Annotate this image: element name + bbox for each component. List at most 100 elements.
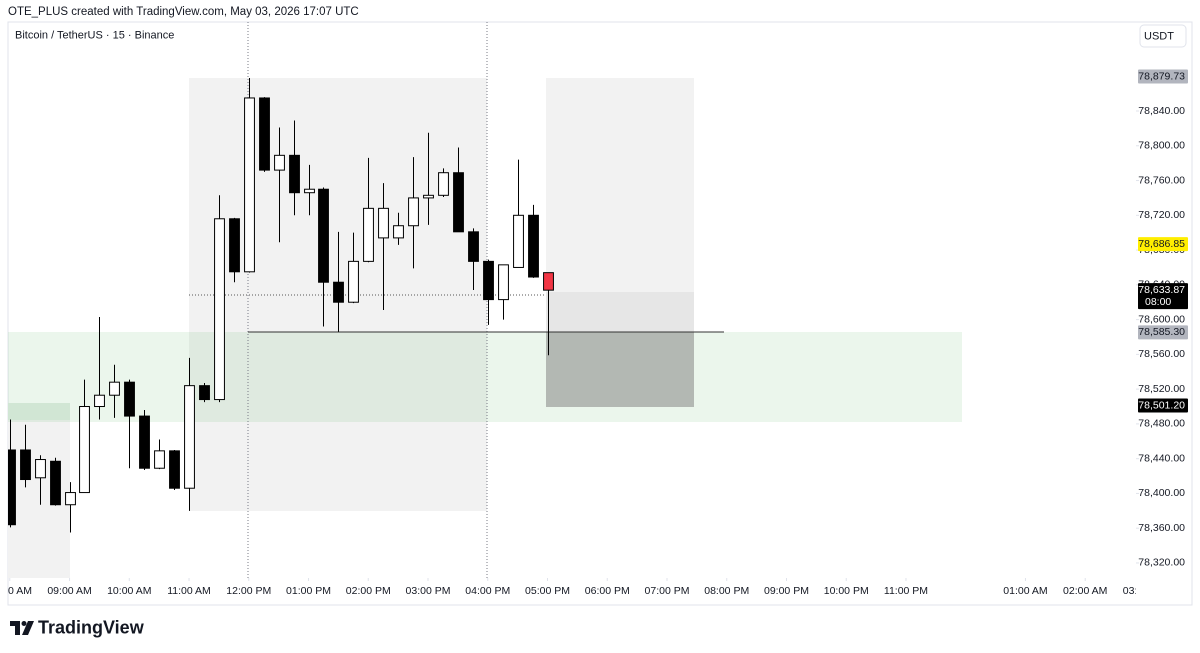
- candle-body: [498, 264, 509, 301]
- candle-body: [139, 415, 150, 469]
- candle-body: [333, 281, 344, 303]
- candle-body: [468, 231, 479, 262]
- x-tick-label: 05:00 PM: [525, 585, 570, 597]
- candle-body: [109, 381, 120, 396]
- y-tick-label: 78,560.00: [1138, 348, 1185, 360]
- candle-body: [378, 207, 389, 239]
- y-tick-label: 78,400.00: [1138, 487, 1185, 499]
- x-tick-label: 11:00 PM: [884, 585, 928, 597]
- drawings: [8, 22, 962, 578]
- candle-body: [184, 385, 195, 489]
- candle-body: [393, 225, 404, 239]
- x-tick-label: 02:00 PM: [346, 585, 391, 597]
- candle-body: [124, 381, 135, 417]
- demand-zone: [8, 332, 962, 422]
- candle-body: [259, 97, 270, 171]
- currency: USDT: [1144, 30, 1174, 42]
- y-tick-label: 78,600.00: [1138, 313, 1185, 325]
- candle-body: [423, 194, 434, 199]
- price-badge-label: 78,633.87: [1138, 284, 1185, 296]
- candle-body: [244, 97, 255, 273]
- y-tick-label: 78,320.00: [1138, 557, 1185, 569]
- candle-body: [513, 214, 524, 268]
- candle-body: [20, 449, 31, 481]
- candle-body: [214, 218, 225, 401]
- price-badge: [1138, 325, 1188, 340]
- candle-body: [289, 154, 300, 194]
- candle-body: [408, 197, 419, 227]
- x-tick-label: 01:00 PM: [286, 585, 331, 597]
- x-tick-label: 08:00 AM: [0, 585, 32, 597]
- candle-body: [79, 406, 90, 494]
- logo-mark: [10, 621, 20, 635]
- candle-body: [35, 459, 46, 479]
- x-tick-label: 07:00 PM: [645, 585, 690, 597]
- price-badge-label: 78,501.20: [1138, 399, 1185, 411]
- candle-body: [483, 260, 494, 301]
- x-tick-label: 12:00 PM: [226, 585, 271, 597]
- candle-body: [169, 450, 180, 489]
- candle-body: [438, 172, 449, 196]
- x-tick-label: 03:00 PM: [406, 585, 451, 597]
- candles: [8, 77, 554, 533]
- y-tick-label: 78,800.00: [1138, 140, 1185, 152]
- candle-body: [453, 172, 464, 233]
- x-tick-label: 08:00 PM: [704, 585, 749, 597]
- candle-body: [199, 385, 210, 401]
- projection-box: [546, 78, 694, 292]
- y-tick-label: 78,360.00: [1138, 522, 1185, 534]
- symbol-title: Bitcoin / TetherUS · 15 · Binance: [15, 29, 174, 41]
- x-tick-label: 10:00 AM: [107, 585, 151, 597]
- y-tick-label: 78,720.00: [1138, 209, 1185, 221]
- candle-body: [528, 214, 539, 278]
- x-tick-label: 06:00 PM: [585, 585, 630, 597]
- y-tick-label: 78,480.00: [1138, 418, 1185, 430]
- credit: OTE_PLUS created with TradingView.com, M…: [8, 6, 359, 18]
- currency-button[interactable]: [1139, 24, 1187, 48]
- y-tick-label: 78,840.00: [1138, 105, 1185, 117]
- candle-body: [94, 394, 105, 408]
- price-badge-label: 78,686.85: [1138, 238, 1185, 250]
- candle-body: [318, 188, 329, 283]
- logo-mark: [22, 621, 34, 635]
- y-tick-label: 78,520.00: [1138, 383, 1185, 395]
- x-tick-label: 10:00 PM: [824, 585, 869, 597]
- candle-body: [543, 272, 554, 291]
- candle-body: [154, 450, 165, 469]
- y-tick-label: 78,760.00: [1138, 174, 1185, 186]
- logo-icon: [10, 621, 34, 635]
- time-axis: 08:00 AM 09:00 AM 10:00 AM 11:00 AM 12:00 PM…: [0, 578, 1167, 597]
- candle-body: [50, 460, 61, 506]
- candle-body: [229, 218, 240, 273]
- candle-body: [65, 492, 76, 506]
- price-badge-sub: 08:00: [1145, 296, 1171, 308]
- projection-box-low: [546, 332, 694, 407]
- x-tick-label: 11:00 AM: [167, 585, 211, 597]
- price-badge: [1138, 69, 1188, 84]
- price-badge-label: 78,585.30: [1138, 326, 1185, 338]
- x-tick-label: 04:00 PM: [465, 585, 510, 597]
- x-tick-label: 09:00 AM: [47, 585, 91, 597]
- y-tick-label: 78,440.00: [1138, 452, 1185, 464]
- candle-body: [348, 260, 359, 303]
- x-tick-label: 03:00 AM: [1123, 585, 1167, 597]
- x-tick-label: 09:00 PM: [764, 585, 809, 597]
- candle-body: [8, 449, 16, 526]
- projection-box-mid: [546, 292, 694, 332]
- range-box-top: [8, 403, 70, 420]
- chart-frame: [7, 21, 1193, 606]
- x-tick-label: 01:00 AM: [1003, 585, 1047, 597]
- price-badge: [1138, 283, 1188, 310]
- price-badge: [1138, 237, 1188, 252]
- logo-mark: [21, 621, 27, 626]
- candle-body: [363, 207, 374, 262]
- logo-text: TradingView: [38, 617, 145, 637]
- price-axis: 78,320.00 78,360.00 78,400.00 78,440.00 78,4…: [1136, 69, 1188, 569]
- candle-body: [274, 154, 285, 171]
- x-tick-label: 02:00 AM: [1063, 585, 1107, 597]
- price-badge: [1138, 398, 1188, 413]
- price-badge-label: 78,879.73: [1138, 70, 1185, 82]
- candle-body: [304, 188, 315, 194]
